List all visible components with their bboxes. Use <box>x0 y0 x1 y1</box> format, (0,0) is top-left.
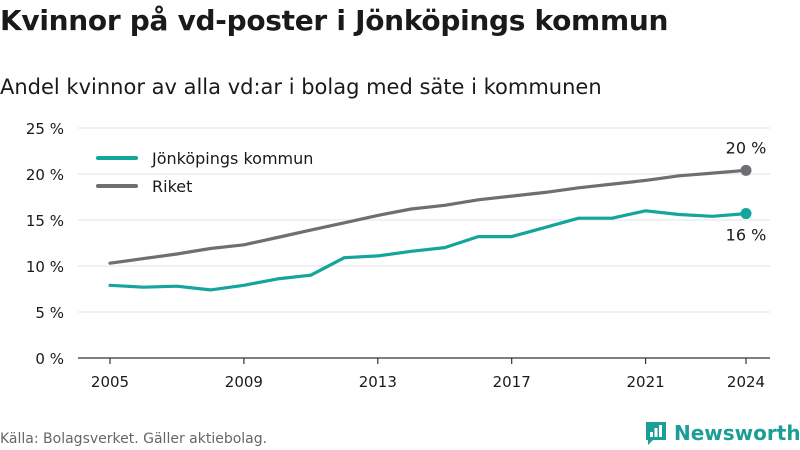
y-tick-label: 15 % <box>26 212 64 230</box>
legend-item-riket: Riket <box>96 172 313 200</box>
legend: Jönköpings kommun Riket <box>96 144 313 200</box>
y-axis: 0 % 5 % 10 % 15 % 20 % 25 % <box>26 120 64 368</box>
newsworthy-logo-icon <box>646 422 666 445</box>
legend-item-jonkoping: Jönköpings kommun <box>96 144 313 172</box>
series-line-jonkoping <box>108 209 748 292</box>
x-tick-label: 2013 <box>359 373 397 391</box>
legend-label-riket: Riket <box>152 176 193 196</box>
y-tick-label: 5 % <box>35 304 64 322</box>
brand[interactable]: Newsworthy <box>644 420 800 446</box>
page-title: Kvinnor på vd-poster i Jönköpings kommun <box>0 4 669 37</box>
x-tick-label: 2024 <box>727 373 765 391</box>
end-label-jonkoping: 16 % <box>726 226 767 245</box>
x-axis: 2005 2009 2013 2017 2021 2024 <box>78 357 770 391</box>
legend-swatch-riket <box>96 184 138 188</box>
legend-swatch-jonkoping <box>96 156 138 160</box>
legend-label-jonkoping: Jönköpings kommun <box>152 148 314 168</box>
x-tick-label: 2017 <box>493 373 531 391</box>
end-labels: 20 % 16 % <box>726 138 767 244</box>
y-tick-label: 0 % <box>35 350 64 368</box>
page-subtitle: Andel kvinnor av alla vd:ar i bolag med … <box>0 75 602 99</box>
y-tick-label: 20 % <box>26 166 64 184</box>
y-tick-label: 10 % <box>26 258 64 276</box>
y-tick-label: 25 % <box>26 120 64 138</box>
series-layer <box>108 164 752 292</box>
brand-name: Newsworthy <box>674 421 800 445</box>
x-tick-label: 2009 <box>225 373 263 391</box>
grid-layer <box>78 127 770 313</box>
series-line-riket <box>108 168 748 265</box>
series-end-point-jonkoping <box>740 208 752 220</box>
x-tick-label: 2021 <box>626 373 664 391</box>
series-end-point-riket <box>740 164 752 176</box>
end-label-riket: 20 % <box>726 138 767 157</box>
x-tick-label: 2005 <box>91 373 129 391</box>
source-note: Källa: Bolagsverket. Gäller aktiebolag. <box>0 431 268 447</box>
